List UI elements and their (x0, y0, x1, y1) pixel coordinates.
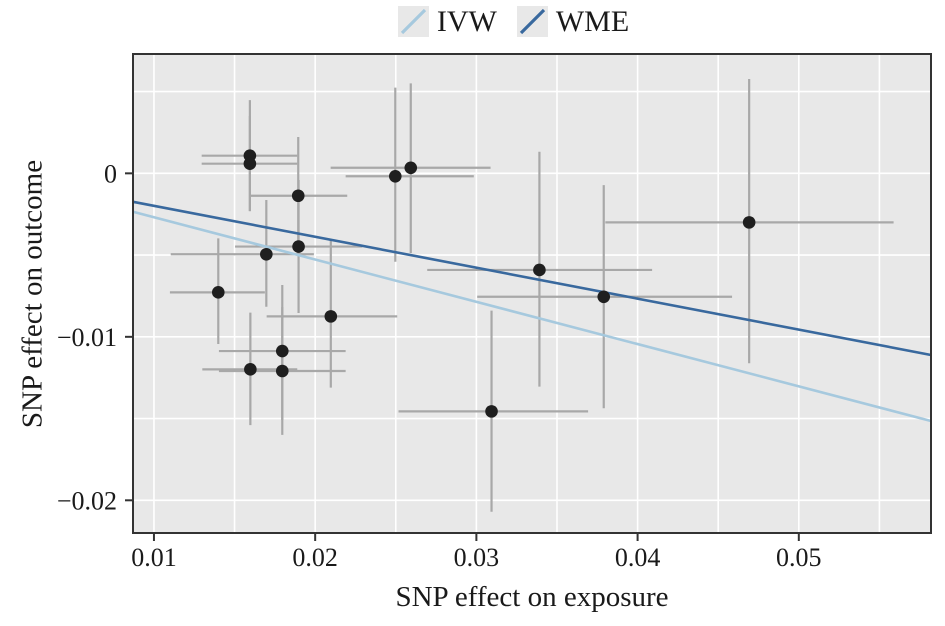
data-points (211, 149, 756, 418)
plot-panel (133, 54, 931, 533)
ivw-regression-line (132, 210, 932, 423)
plot-spines (132, 53, 932, 534)
tick-marks (125, 172, 800, 541)
data-point (275, 364, 289, 378)
data-point (292, 240, 305, 253)
data-point (742, 216, 756, 229)
x-tick-label: 0.01 (131, 543, 177, 572)
data-point (291, 189, 305, 203)
data-point (485, 405, 498, 418)
legend-entry-ivw: IVW (397, 5, 497, 38)
ivw-line-swatch-icon (397, 6, 429, 37)
data-point (243, 157, 257, 170)
data-point (260, 247, 273, 261)
data-point (275, 344, 289, 358)
y-tick-label: −0.01 (57, 323, 117, 352)
y-tick-label: 0 (104, 159, 117, 188)
legend-label-wme: WME (555, 5, 630, 38)
wme-line-swatch-icon (516, 6, 548, 37)
data-point (597, 290, 611, 304)
gridlines (133, 54, 931, 533)
legend-label-ivw: IVW (436, 5, 497, 38)
x-axis-label: SNP effect on exposure (395, 581, 669, 613)
x-tick-label: 0.02 (292, 543, 338, 572)
y-axis-label: SNP effect on outcome (16, 159, 49, 429)
data-point (404, 161, 418, 175)
data-point (388, 169, 402, 183)
legend: IVW WME (41, 6, 945, 37)
data-point (533, 263, 546, 277)
tick-labels: 0.01 0.02 0.03 0.04 0.05 0 −0.01 −0.02 (57, 159, 822, 572)
y-tick-label: −0.02 (57, 486, 117, 515)
legend-entry-wme: WME (516, 5, 630, 38)
data-point (211, 286, 225, 299)
x-tick-label: 0.03 (454, 543, 500, 572)
x-tick-label: 0.04 (615, 543, 661, 572)
data-point (244, 363, 257, 376)
x-tick-label: 0.05 (776, 543, 822, 572)
data-point (324, 310, 338, 323)
wme-regression-line (132, 200, 932, 357)
